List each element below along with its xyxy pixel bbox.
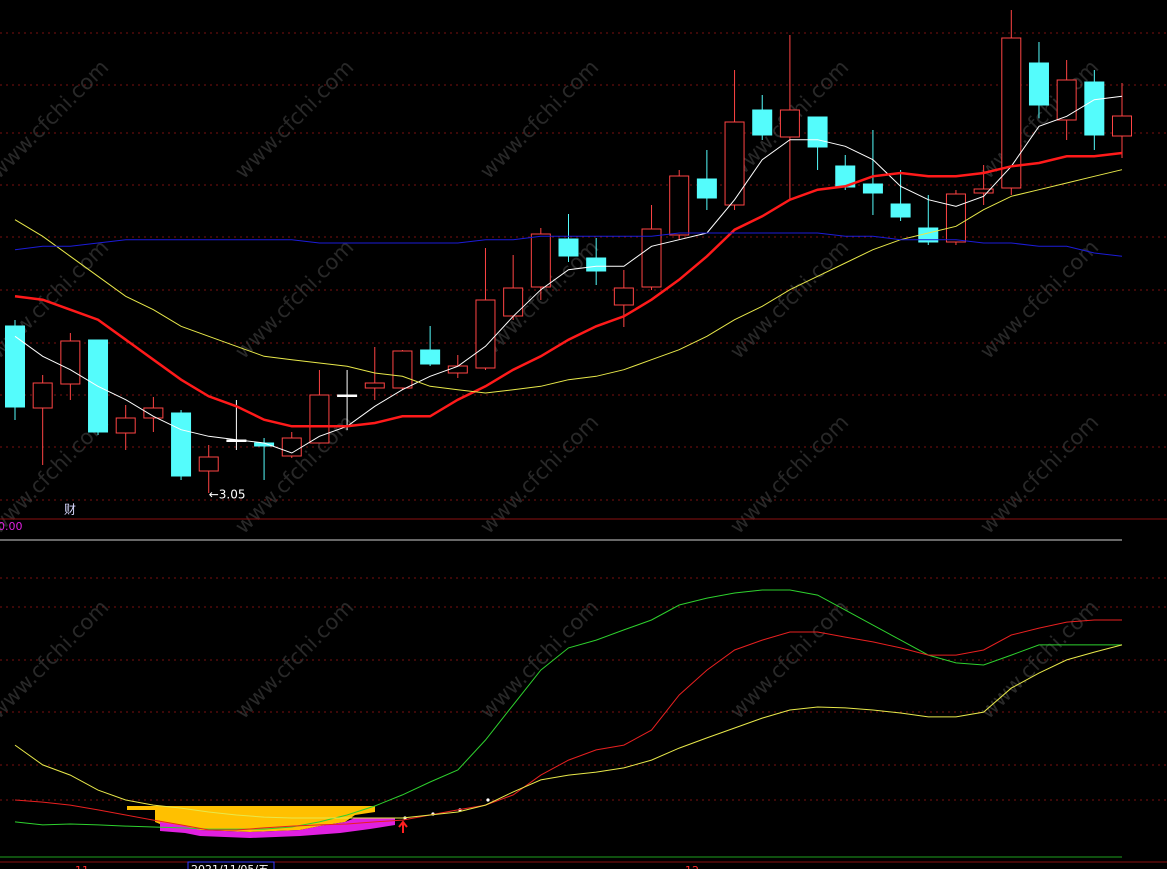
candle-body [392, 350, 413, 389]
candle-body [364, 382, 385, 389]
watermark: www.cfchi.com [0, 595, 113, 723]
candle-body [171, 412, 192, 477]
candle-body [973, 188, 994, 194]
candle-body [5, 325, 25, 408]
watermark: www.cfchi.com [0, 55, 113, 183]
signal-magenta [160, 818, 395, 838]
line-series [14, 619, 1122, 831]
watermark: www.cfchi.com [975, 595, 1103, 723]
candle-body [696, 178, 717, 199]
line-series [14, 95, 1123, 454]
watermark: www.cfchi.com [230, 595, 358, 723]
line-series [14, 169, 1123, 394]
buy-arrow [398, 820, 408, 833]
candle-body [198, 456, 219, 472]
candle-body [115, 417, 136, 434]
candle-body [309, 394, 330, 444]
candle-body [143, 407, 164, 419]
candle-body [475, 299, 496, 369]
plot: ←3.05 财 0.00 2021/11/05/五 11 12 [0, 10, 1132, 869]
candle-body [32, 382, 53, 409]
candle-body [586, 257, 607, 272]
candle-body [613, 287, 634, 306]
candle-body [724, 121, 745, 206]
line-series [14, 232, 1123, 257]
candle-body [890, 203, 911, 218]
line-series [14, 151, 1123, 428]
candle-body [60, 340, 81, 385]
candle-body [420, 349, 441, 365]
watermark: www.cfchi.com [230, 235, 358, 363]
candle-body [447, 365, 468, 374]
signal-star [486, 798, 490, 802]
candle-body [807, 116, 828, 148]
candle-body [779, 109, 800, 138]
candle-body [752, 109, 773, 136]
month-label: 12 [685, 864, 699, 869]
candle-body [1084, 81, 1105, 136]
watermark: www.cfchi.com [725, 235, 853, 363]
cursor-date: 2021/11/05/五 [191, 863, 269, 869]
line-series [14, 644, 1123, 819]
candle-body [530, 233, 551, 288]
watermark: www.cfchi.com [230, 55, 358, 183]
month-label: 11 [75, 864, 89, 869]
background-grid [0, 32, 1167, 801]
candle-body [503, 287, 524, 317]
date-box [187, 861, 275, 869]
indicator-label: 0.00 [0, 520, 23, 533]
candle-body [1056, 79, 1077, 121]
candle-body [1028, 62, 1049, 106]
watermarks: www.cfchi.com www.cfchi.com www.cfchi.com w… [0, 55, 1103, 723]
candle-body [558, 238, 579, 257]
candle-body [337, 394, 358, 397]
candle-body [945, 193, 966, 243]
candle-body [669, 175, 690, 236]
candle-body [1001, 37, 1022, 189]
watermark: www.cfchi.com [975, 235, 1103, 363]
candle-body [641, 228, 662, 288]
watermark: www.cfchi.com [475, 595, 603, 723]
watermark: www.cfchi.com [725, 595, 853, 723]
event-marker: 财 [64, 503, 76, 517]
watermark: www.cfchi.com [475, 55, 603, 183]
candle-body [1112, 115, 1132, 137]
low-annotation: ←3.05 [209, 488, 246, 502]
candle-body [862, 183, 883, 194]
